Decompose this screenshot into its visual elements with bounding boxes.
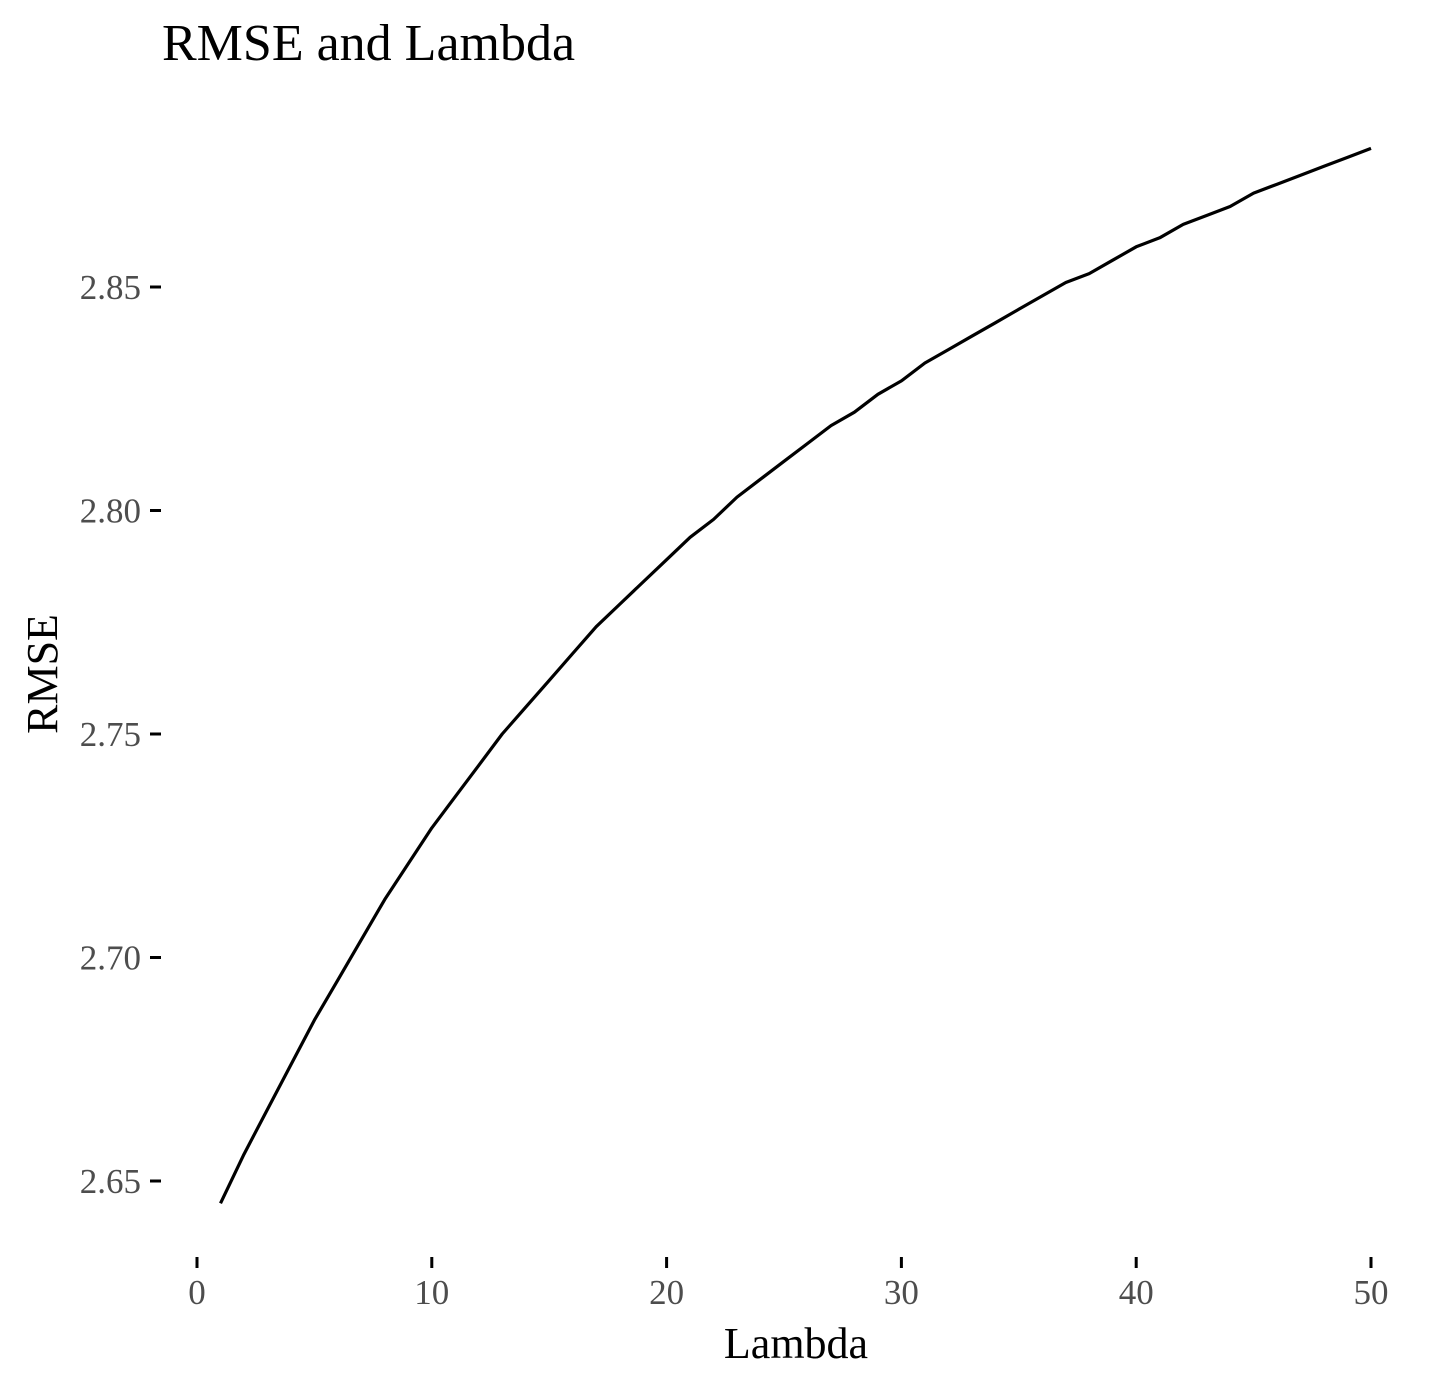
x-axis: 0 10 20 30 40 50 (188, 1257, 1389, 1312)
y-axis-title: RMSE (18, 614, 67, 734)
x-tick-label: 0 (188, 1273, 206, 1312)
y-tick-label: 2.85 (80, 268, 141, 307)
x-tick-label: 40 (1119, 1273, 1154, 1312)
series-line (219, 146, 1372, 1204)
y-axis: 2.65 2.70 2.75 2.80 2.85 (80, 268, 161, 1201)
x-axis-title: Lambda (724, 1319, 868, 1368)
x-tick-label: 50 (1354, 1273, 1389, 1312)
y-tick-label: 2.80 (80, 492, 141, 531)
plot-area (219, 146, 1372, 1204)
x-tick-label: 10 (414, 1273, 449, 1312)
y-tick-label: 2.75 (80, 715, 141, 754)
x-tick-label: 30 (884, 1273, 919, 1312)
y-tick-label: 2.70 (80, 939, 141, 978)
chart-title: RMSE and Lambda (162, 15, 575, 72)
x-tick-label: 20 (649, 1273, 684, 1312)
y-tick-label: 2.65 (80, 1162, 141, 1201)
